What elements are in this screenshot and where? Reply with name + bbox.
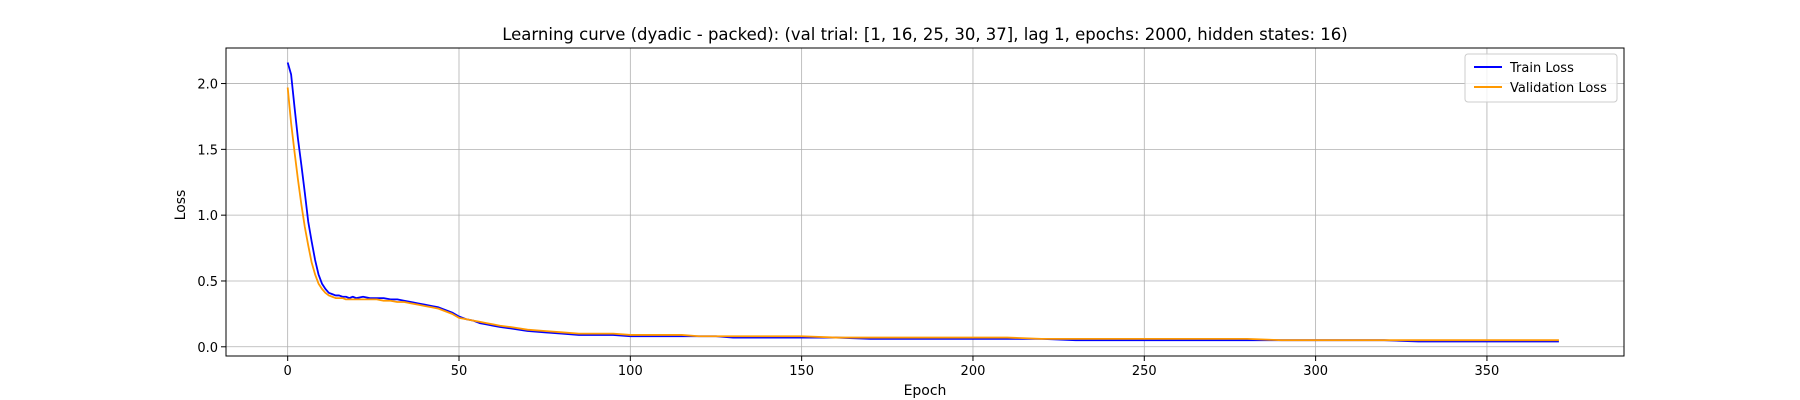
legend: Train Loss Validation Loss — [1464, 53, 1618, 103]
x-tick-label: 200 — [961, 364, 986, 379]
x-tick-label: 150 — [789, 364, 814, 379]
plot-area-frame — [225, 47, 1625, 357]
x-tick-label: 0 — [284, 364, 292, 379]
x-tick-label: 350 — [1475, 364, 1500, 379]
legend-box — [1464, 53, 1618, 103]
y-tick-label: 1.0 — [197, 209, 218, 224]
train-loss-line — [286, 62, 1559, 343]
legend-label-validation-loss: Validation Loss — [1510, 81, 1607, 96]
x-tick-label: 300 — [1303, 364, 1328, 379]
x-tick-label: 250 — [1132, 364, 1157, 379]
legend-label-train-loss: Train Loss — [1509, 61, 1574, 76]
y-tick-label: 0.0 — [197, 341, 218, 356]
y-axis-label: Loss — [173, 190, 189, 221]
y-tick-label: 2.0 — [197, 78, 218, 93]
y-tick-label: 1.5 — [197, 143, 218, 158]
series-lines — [286, 62, 1559, 343]
validation-loss-line — [286, 87, 1559, 342]
y-tick-label: 0.5 — [197, 275, 218, 290]
x-tick-label: 50 — [451, 364, 468, 379]
x-tick-label: 100 — [618, 364, 643, 379]
axis-ticks: 0 50 100 150 200 250 300 350 0.0 0.5 1.0 1.5 2.0 — [197, 78, 1499, 379]
x-axis-label: Epoch — [904, 383, 947, 399]
chart-title: Learning curve (dyadic - packed): (val t… — [502, 25, 1348, 44]
